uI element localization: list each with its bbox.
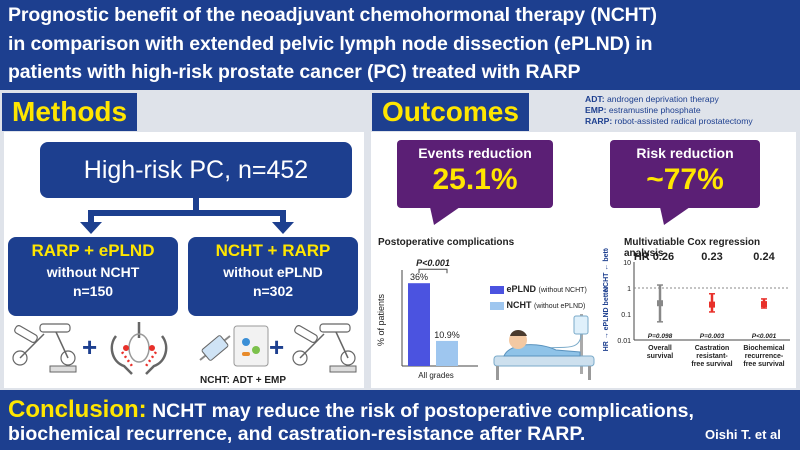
arrow-right-stem (280, 210, 286, 224)
arrow-right-head (272, 222, 294, 234)
ncht-definition: NCHT: ADT + EMP (200, 375, 287, 386)
title-banner: Prognostic benefit of the neoadjuvant ch… (0, 0, 800, 90)
forest-title: Multivatiable Cox regression analysis (624, 237, 761, 259)
category-label: survival (647, 353, 674, 360)
category-label: free survival (743, 361, 784, 368)
y-tick-label: 10 (623, 260, 631, 267)
ncht-group-box: NCHT + RARP without ePLND n=302 (188, 237, 358, 316)
eplnd-group-title: RARP + ePLND (31, 241, 155, 260)
category-label: recurrence- (745, 353, 784, 360)
hr-value-label: 0.23 (701, 251, 722, 263)
bar-category-label: All grades (418, 371, 454, 380)
syringe-pill-icon (199, 325, 269, 367)
cohort-box: High-risk PC, n=452 (40, 142, 352, 198)
legend-ncht: NCHT (without ePLND) (490, 298, 587, 314)
outcomes-heading: Outcomes (372, 93, 529, 131)
bar-chart: % of patients 36% 10.9% P<0.001 All grades (376, 258, 478, 380)
author-credit: Oishi T. et al (705, 427, 781, 442)
bar-ncht (436, 340, 458, 366)
bar-chart-title: Postoperative complications (378, 237, 515, 248)
ncht-group-title: NCHT + RARP (215, 241, 331, 260)
y-tick-label: 1 (627, 286, 631, 293)
ncht-group-n: n=302 (252, 283, 294, 299)
conclusion-label: Conclusion: (8, 396, 147, 423)
arrow-bar (88, 210, 286, 216)
events-reduction-label: Events reduction (418, 145, 532, 161)
robot-arm-icon-2 (292, 323, 357, 373)
title-line-2: in comparison with extended pelvic lymph… (8, 33, 653, 55)
plus-sign: + (82, 332, 98, 362)
bar-y-label: % of patients (376, 293, 386, 346)
conclusion-banner: Conclusion: NCHT may reduce the risk of … (0, 390, 800, 450)
category-label: Overall (648, 345, 672, 352)
title-line-3: patients with high-risk prostate cancer … (8, 61, 581, 83)
events-reduction-value: 25.1% (432, 163, 518, 196)
category-label: resistant- (696, 353, 728, 360)
split-arrow (80, 198, 294, 234)
p-value-annotation: P<0.001 (416, 258, 450, 268)
content-area: Methods High-risk PC, n=452 RARP + ePLND… (0, 90, 800, 390)
abbr-emp: EMP: estramustine phosphate (585, 105, 701, 115)
risk-reduction-label: Risk reduction (636, 145, 734, 161)
patient-in-bed-icon (493, 314, 595, 380)
hr-point (761, 301, 767, 308)
robot-arm-icon (12, 323, 77, 373)
forest-y-label-top: HR → ePLND better (603, 286, 610, 352)
conclusion-line-2: biochemical recurrence, and castration-r… (8, 423, 586, 445)
legend-swatch-eplnd (490, 285, 504, 294)
abbr-adt: ADT: androgen deprivation therapy (585, 94, 719, 104)
events-callout-tail (430, 207, 460, 225)
category-label: Biochemical (743, 345, 784, 352)
bar-legend: ePLND (without NCHT) NCHT (without ePLND… (490, 282, 587, 314)
p-value-label: P=0.098 (648, 333, 673, 340)
legend-swatch-ncht (490, 301, 504, 310)
bar-label-eplnd: 36% (410, 272, 428, 282)
hr-point (709, 301, 715, 308)
arrow-left-head (80, 222, 102, 234)
methods-heading: Methods (2, 93, 138, 131)
arrow-stem (193, 198, 199, 212)
hr-value-label: 0.24 (753, 251, 775, 263)
abbreviations: ADT: androgen deprivation therapy EMP: e… (585, 94, 753, 127)
forest-y-label-bottom: NCHT ← better (603, 248, 610, 292)
legend-eplnd: ePLND (without NCHT) (490, 282, 587, 298)
eplnd-group-subtitle: without NCHT (46, 264, 140, 280)
conclusion-text-1: NCHT may reduce the risk of postoperativ… (146, 400, 694, 422)
bar-eplnd (408, 283, 430, 366)
category-label: Castration (695, 345, 730, 352)
risk-callout-tail (660, 207, 690, 225)
p-value-label: P<0.001 (752, 333, 777, 340)
abbr-rarp: RARP: robot-assisted radical prostatecto… (585, 116, 753, 126)
title-line-1: Prognostic benefit of the neoadjuvant ch… (8, 4, 657, 26)
y-tick-label: 0.1 (621, 312, 631, 319)
plus-sign-2: + (269, 332, 285, 362)
risk-reduction-callout: Risk reduction ~77% (610, 140, 760, 208)
bar-label-ncht: 10.9% (434, 330, 460, 340)
events-reduction-callout: Events reduction 25.1% (397, 140, 553, 208)
arrow-left-stem (88, 210, 94, 224)
category-label: free survival (691, 361, 732, 368)
hr-point (657, 300, 663, 307)
ncht-group-subtitle: without ePLND (223, 264, 323, 280)
y-tick-label: 0.01 (617, 338, 631, 345)
significance-bracket (418, 268, 448, 274)
eplnd-group-box: RARP + ePLND without NCHT n=150 (8, 237, 178, 316)
conclusion-line-1: Conclusion: NCHT may reduce the risk of … (8, 396, 694, 424)
p-value-label: P=0.003 (700, 333, 725, 340)
hr-value-label: HR 0.26 (634, 251, 674, 263)
eplnd-group-n: n=150 (72, 283, 114, 299)
pelvis-icon (110, 322, 168, 375)
risk-reduction-value: ~77% (646, 163, 724, 196)
